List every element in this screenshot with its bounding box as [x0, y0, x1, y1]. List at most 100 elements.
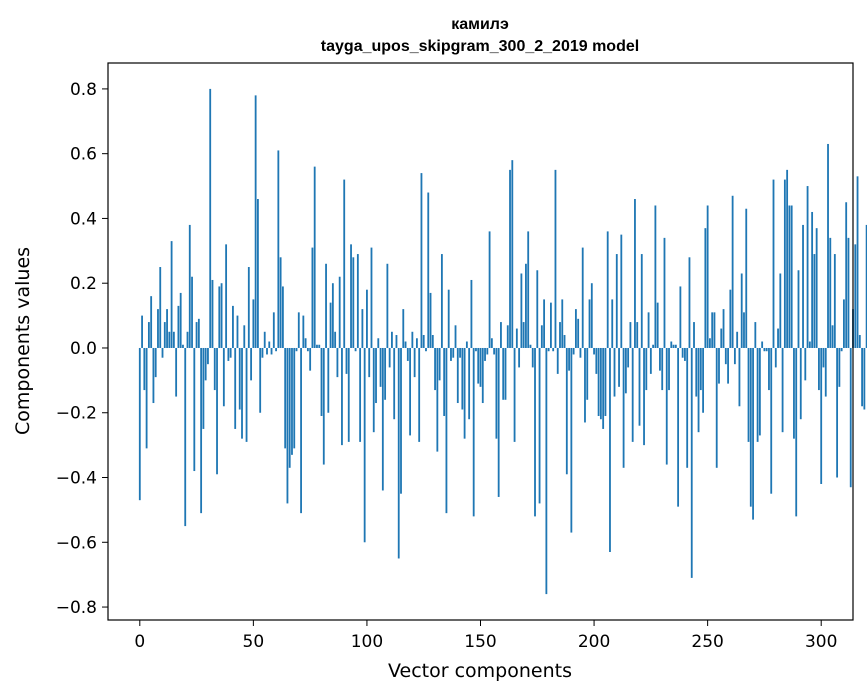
bar	[774, 347, 777, 368]
bar	[529, 344, 532, 348]
bar	[618, 347, 620, 387]
bar	[711, 312, 714, 348]
bar	[465, 341, 468, 348]
bar	[302, 315, 305, 348]
bar	[720, 328, 723, 348]
bar	[186, 331, 189, 348]
bar	[602, 347, 605, 429]
x-tick-label: 50	[243, 632, 265, 652]
bar	[659, 347, 661, 371]
bar	[511, 160, 514, 348]
x-tick-label: 300	[805, 632, 837, 652]
bar	[636, 322, 639, 348]
bar	[434, 347, 436, 391]
bar	[554, 169, 557, 348]
bar	[525, 263, 527, 348]
bar	[313, 166, 316, 348]
bar	[291, 347, 293, 455]
bar	[695, 347, 698, 397]
bar	[245, 347, 248, 442]
bar	[418, 347, 421, 442]
bar	[715, 347, 718, 468]
bar	[361, 309, 364, 348]
bar	[686, 347, 689, 468]
bar	[747, 347, 750, 442]
bar	[502, 347, 505, 400]
bar	[652, 344, 655, 348]
bar	[391, 331, 393, 348]
bar	[486, 347, 489, 355]
bar	[456, 347, 459, 404]
bar	[802, 224, 804, 348]
bar	[515, 328, 518, 348]
bar	[531, 347, 534, 368]
bar	[238, 347, 241, 410]
bar	[647, 312, 650, 348]
bar	[184, 347, 187, 527]
bar	[497, 347, 500, 497]
bar	[836, 347, 839, 478]
bar	[808, 341, 811, 348]
bar	[216, 347, 218, 475]
plot-frame	[107, 62, 854, 621]
bar	[293, 347, 296, 449]
bar	[306, 347, 309, 352]
bar	[699, 347, 702, 391]
bar	[350, 244, 352, 348]
bar	[363, 347, 366, 543]
bar	[506, 325, 509, 348]
bar	[793, 347, 795, 439]
bar	[411, 331, 414, 348]
bar	[765, 347, 768, 352]
bar	[827, 143, 829, 348]
bar	[818, 347, 820, 391]
bar	[758, 347, 761, 436]
bar	[677, 347, 680, 507]
bar	[443, 347, 446, 416]
bar	[858, 335, 861, 348]
y-tick-label: 0.6	[70, 145, 97, 165]
bar	[495, 347, 498, 439]
bar	[840, 347, 843, 352]
bar	[572, 347, 575, 355]
bar	[188, 224, 191, 348]
bar	[345, 347, 348, 374]
bar	[722, 309, 725, 348]
bar	[565, 347, 568, 475]
bar	[461, 347, 464, 410]
bar	[611, 299, 614, 348]
bar	[470, 279, 473, 348]
bar	[366, 289, 368, 348]
bar	[672, 344, 675, 348]
x-tick-label: 250	[691, 632, 723, 652]
bar	[311, 247, 314, 348]
bar	[631, 347, 634, 442]
bar	[743, 312, 745, 348]
bar	[316, 344, 318, 348]
x-tick-label: 100	[351, 632, 383, 652]
bar	[640, 254, 643, 348]
bar	[459, 347, 461, 358]
bar	[347, 347, 350, 442]
bar	[713, 312, 716, 348]
bar	[331, 283, 334, 348]
bar	[493, 347, 496, 355]
bar	[327, 347, 330, 413]
bar	[783, 179, 786, 348]
bar	[854, 244, 857, 348]
bar	[638, 347, 641, 426]
bar	[513, 347, 516, 442]
bar	[624, 347, 627, 394]
bar	[849, 347, 852, 488]
bar	[395, 335, 398, 348]
bar	[254, 95, 257, 348]
bar	[166, 309, 168, 348]
bar	[795, 347, 798, 517]
x-tick-label: 150	[464, 632, 496, 652]
bar	[375, 347, 377, 404]
y-axis-label: Components values	[12, 247, 34, 435]
bar	[406, 347, 409, 361]
bar	[372, 347, 375, 433]
bar	[191, 276, 193, 348]
bar	[518, 347, 521, 368]
